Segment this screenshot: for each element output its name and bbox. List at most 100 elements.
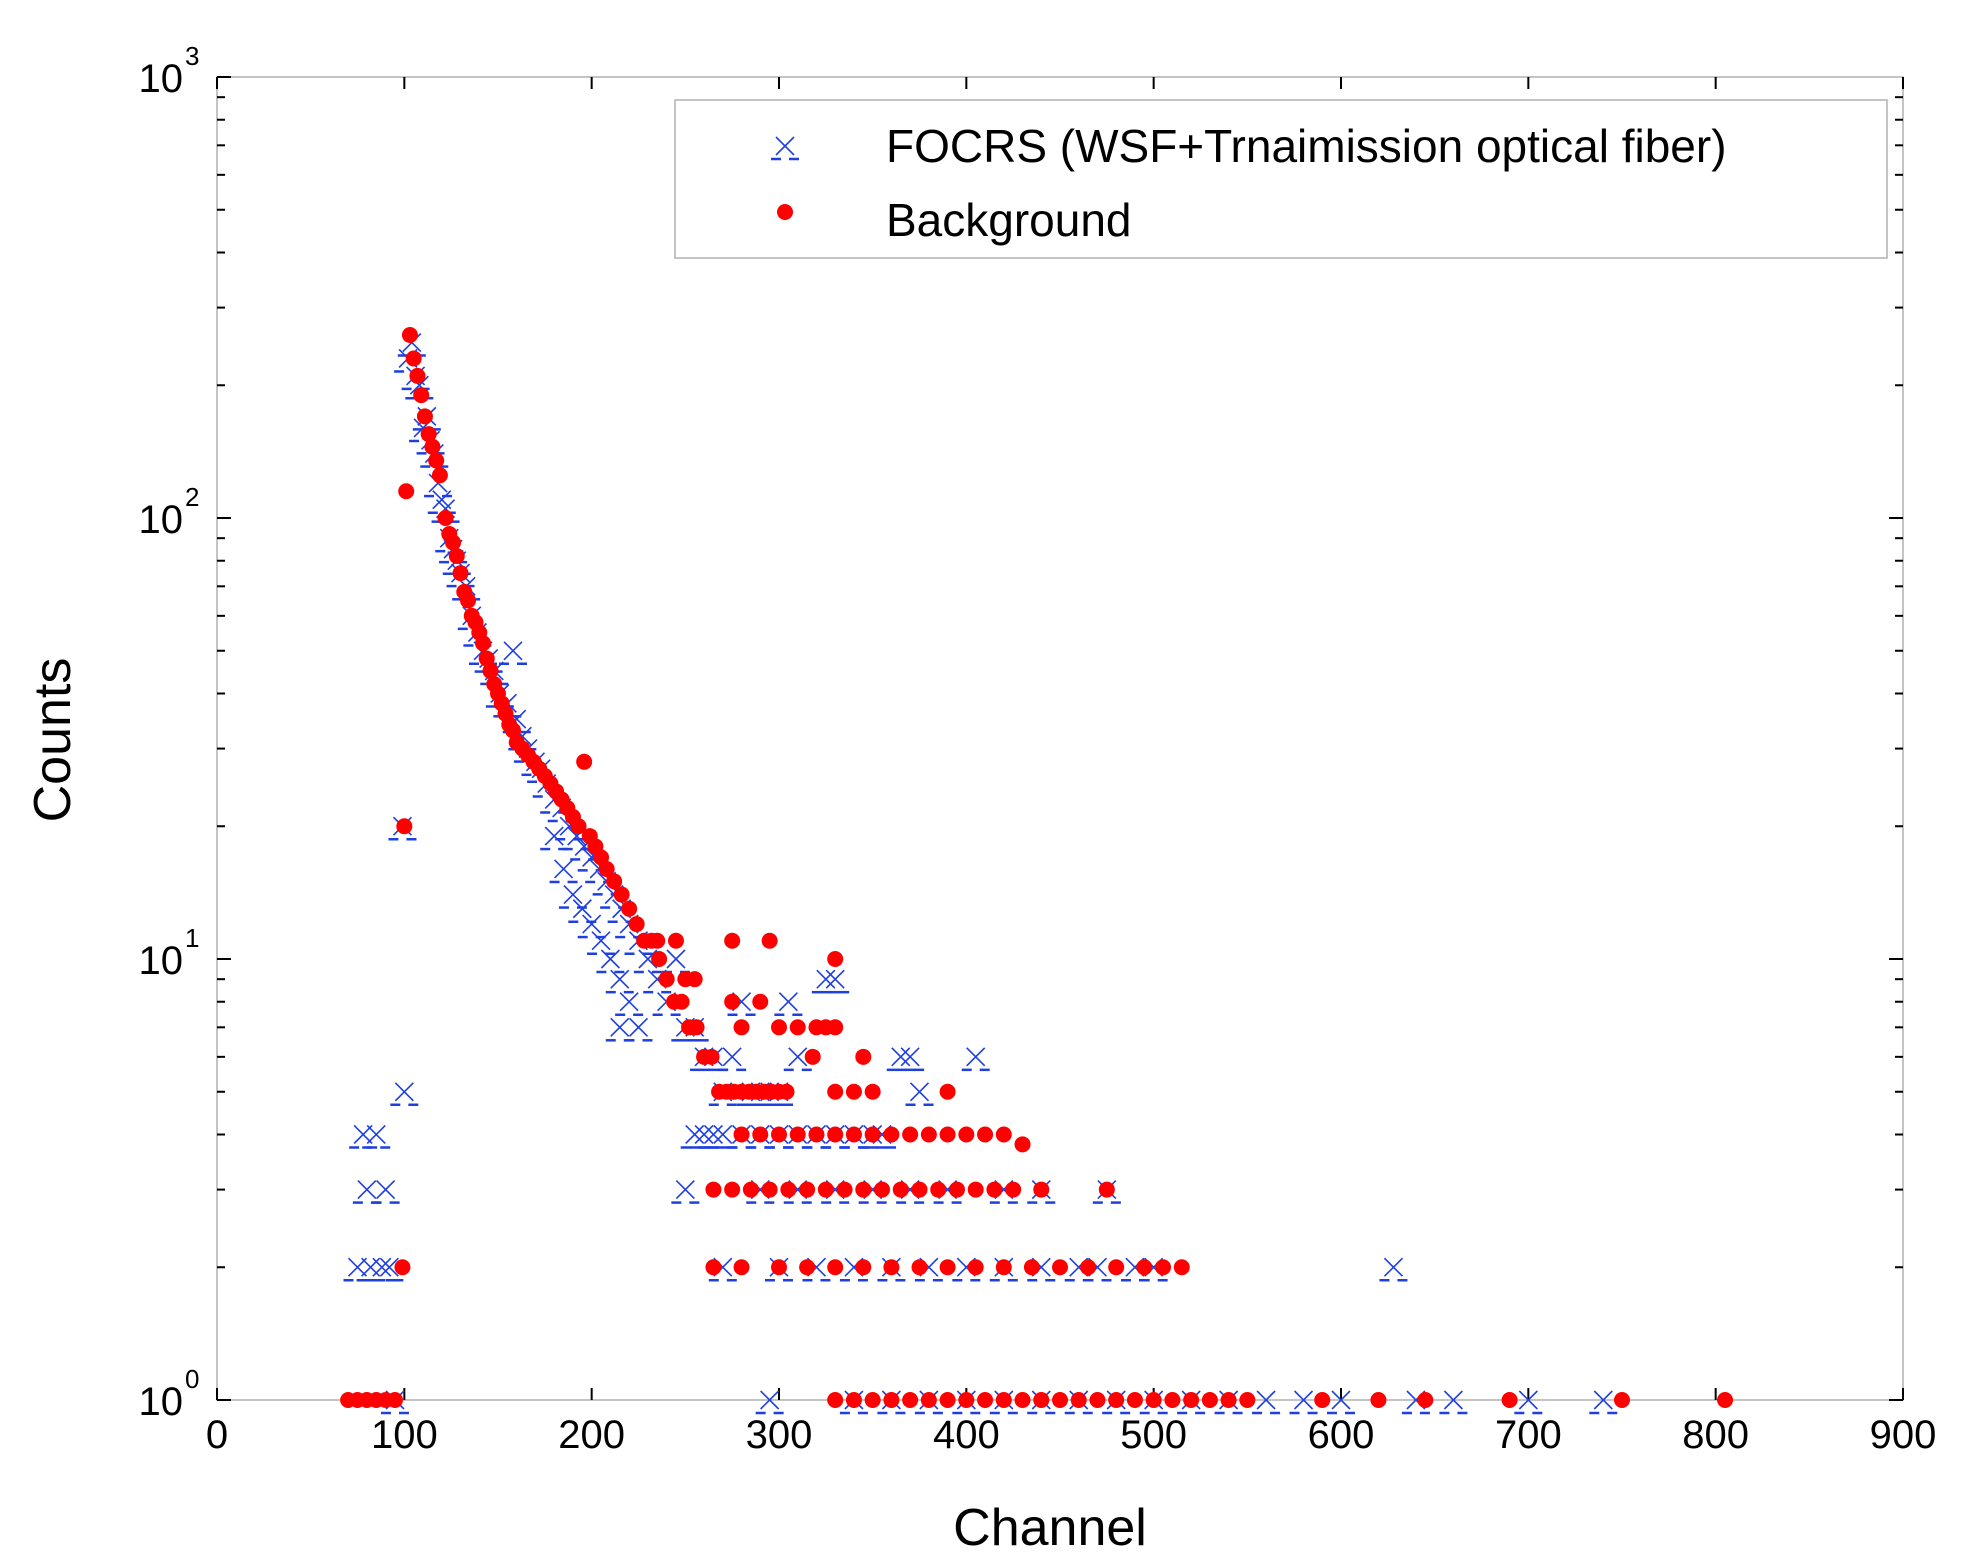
background-point: [570, 818, 587, 835]
background-point: [703, 1048, 720, 1065]
background-point: [1145, 1392, 1162, 1408]
focrs-point: [587, 931, 616, 955]
background-point: [621, 900, 638, 917]
background-point: [428, 452, 445, 469]
y-tick-exponent: 3: [185, 41, 199, 71]
background-point: [911, 1181, 928, 1198]
background-point: [420, 426, 437, 443]
background-point: [1089, 1392, 1106, 1408]
background-point: [1033, 1181, 1050, 1198]
background-point: [789, 1019, 806, 1036]
x-tick-label: 300: [746, 1413, 813, 1457]
background-point: [1417, 1392, 1434, 1408]
focrs-point: [596, 949, 625, 974]
background-point: [1201, 1392, 1218, 1408]
background-point: [394, 1259, 411, 1276]
background-point: [827, 1019, 844, 1036]
background-point: [724, 993, 741, 1010]
background-point: [752, 993, 769, 1010]
background-point: [1023, 1259, 1040, 1276]
legend-label-background: Background: [886, 194, 1132, 246]
background-point: [771, 1019, 787, 1036]
background-point: [424, 438, 441, 455]
background-point: [398, 483, 415, 500]
background-point: [649, 932, 666, 949]
x-tick-label: 800: [1682, 1413, 1749, 1457]
background-point: [836, 1181, 853, 1198]
background-point: [827, 951, 844, 967]
background-point: [606, 873, 623, 890]
focrs-point: [371, 1180, 400, 1204]
background-point: [448, 548, 465, 565]
focrs-point: [498, 641, 527, 666]
background-point: [1136, 1259, 1153, 1276]
background-point: [401, 326, 418, 343]
background-point: [1098, 1181, 1115, 1198]
background-point: [686, 971, 703, 988]
x-tick-label: 400: [933, 1413, 1000, 1457]
background-point: [1052, 1392, 1068, 1408]
x-tick-label: 900: [1870, 1413, 1937, 1457]
y-tick-base: 10: [139, 57, 184, 101]
background-point: [799, 1181, 816, 1198]
focrs-point: [961, 1047, 990, 1072]
background-point: [437, 510, 454, 526]
y-tick-exponent: 1: [185, 923, 199, 953]
background-point: [688, 1019, 705, 1036]
background-point: [452, 565, 469, 582]
background-point: [780, 1181, 797, 1198]
background-point: [977, 1392, 994, 1408]
background-point: [817, 1181, 834, 1198]
background-point: [705, 1181, 722, 1198]
y-tick-exponent: 0: [185, 1364, 199, 1394]
y-tick-exponent: 2: [185, 482, 199, 512]
legend-box: [674, 99, 1888, 259]
background-point: [864, 1126, 881, 1143]
focrs-point: [375, 1257, 404, 1282]
background-point: [733, 1259, 750, 1276]
background-point: [771, 1259, 787, 1276]
background-point: [1005, 1181, 1022, 1198]
background-point: [827, 1392, 844, 1408]
background-point: [613, 886, 630, 903]
background-point: [1080, 1259, 1097, 1276]
background-point: [995, 1392, 1012, 1408]
focrs-point: [605, 969, 634, 994]
background-point: [883, 1259, 900, 1276]
background-point: [667, 932, 684, 949]
background-point: [804, 1048, 821, 1065]
background-point: [845, 1083, 862, 1100]
focrs-point: [699, 1124, 728, 1149]
focrs-point: [755, 1390, 784, 1415]
focrs-point: [886, 1047, 915, 1072]
background-point: [1070, 1392, 1087, 1408]
background-point: [948, 1181, 965, 1198]
background-point: [892, 1181, 909, 1198]
x-tick-label: 0: [206, 1413, 228, 1457]
background-point: [628, 916, 645, 933]
background-point: [883, 1126, 900, 1143]
x-tick-labels: 0 100 200 300 400 500 600 700 800 900: [206, 1413, 1937, 1457]
background-point: [482, 662, 499, 679]
background-point: [340, 1392, 357, 1408]
background-point: [855, 1259, 872, 1276]
background-point: [460, 592, 477, 609]
background-point: [930, 1181, 947, 1198]
background-point: [864, 1392, 881, 1408]
background-point: [778, 1083, 795, 1100]
background-point: [845, 1126, 862, 1143]
background-point: [977, 1126, 994, 1143]
background-point: [1164, 1392, 1181, 1408]
background-point: [1033, 1392, 1050, 1408]
y-tick-label: 10: [139, 498, 184, 542]
legend-dot-marker: [777, 204, 793, 220]
background-point: [651, 951, 668, 967]
focrs-point: [718, 1047, 747, 1072]
background-point: [724, 932, 741, 949]
focrs-point: [671, 1180, 700, 1204]
background-point: [799, 1259, 816, 1276]
focrs-point: [905, 1082, 934, 1107]
background-point: [1314, 1392, 1331, 1408]
background-point: [827, 1083, 844, 1100]
